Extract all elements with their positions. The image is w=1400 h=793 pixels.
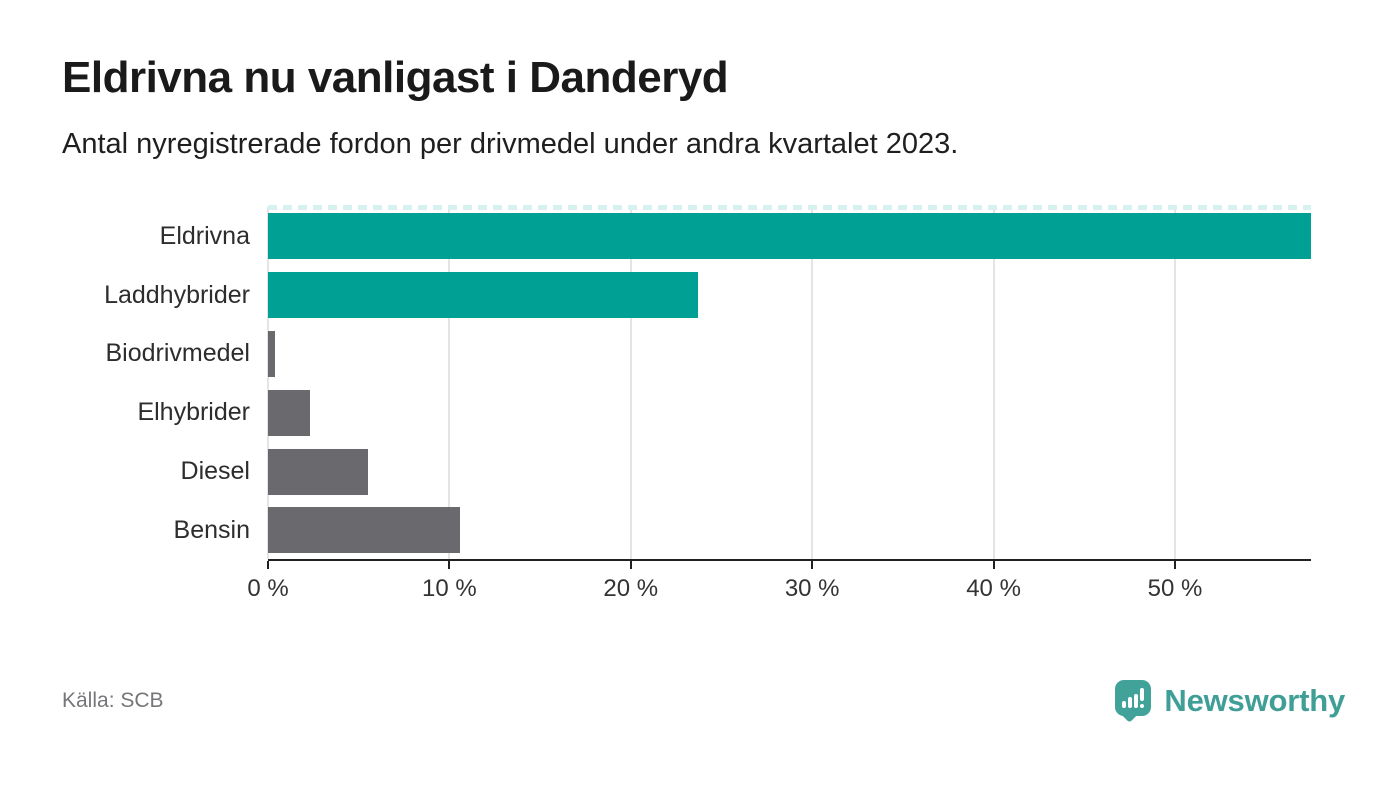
newsworthy-logo-icon	[1115, 680, 1152, 723]
x-tick-mark	[1173, 561, 1176, 570]
logo-exclamation-dot-icon	[1140, 704, 1145, 708]
gridline	[267, 207, 269, 560]
plot-area	[267, 205, 1311, 560]
logo-bar-icon	[1122, 701, 1127, 708]
x-tick-label: 30 %	[784, 575, 840, 603]
category-labels: Eldrivna Laddhybrider Biodrivmedel Elhybrid…	[62, 207, 268, 559]
bar	[268, 213, 1311, 260]
gridline	[629, 207, 632, 560]
category-label: Eldrivna	[159, 221, 250, 250]
gridline	[811, 207, 814, 560]
bar	[268, 507, 461, 554]
bar	[268, 330, 276, 377]
x-tick-mark	[811, 561, 814, 570]
chart-subtitle: Antal nyregistrerade fordon per drivmede…	[62, 127, 959, 160]
x-tick-label: 50 %	[1147, 575, 1203, 603]
clipped-bar-dashed-line	[268, 205, 1311, 211]
newsworthy-wordmark: Newsworthy	[1164, 683, 1345, 718]
infographic: Eldrivna nu vanligast i Danderyd Antal n…	[62, 53, 1345, 723]
page-title: Eldrivna nu vanligast i Danderyd	[62, 53, 729, 102]
logo-bar-icon	[1128, 697, 1133, 708]
source-note: Källa: SCB	[62, 689, 164, 712]
newsworthy-logo: Newsworthy	[1115, 680, 1345, 723]
x-tick-label: 10 %	[422, 575, 477, 603]
category-label: Biodrivmedel	[105, 339, 250, 368]
category-label: Elhybrider	[137, 398, 250, 427]
gridline	[1173, 207, 1176, 560]
logo-exclamation-icon	[1140, 688, 1145, 701]
footer: Källa: SCB Newsworthy	[62, 680, 1345, 723]
category-label: Laddhybrider	[104, 280, 250, 309]
gridline	[448, 207, 451, 560]
bar-chart: Eldrivna Laddhybrider Biodrivmedel Elhybrid…	[62, 205, 1311, 602]
x-tick-mark	[629, 561, 632, 570]
x-tick-mark	[267, 561, 269, 570]
category-label: Diesel	[180, 457, 250, 485]
bar	[268, 272, 698, 319]
x-axis: 0 % 10 % 20 % 30 % 40 % 50 %	[247, 559, 1311, 602]
x-tick-mark	[448, 561, 451, 570]
x-tick-label: 20 %	[603, 575, 659, 603]
gridline	[992, 207, 995, 560]
x-tick-label: 0 %	[247, 575, 289, 603]
bar	[268, 389, 310, 436]
plot-column: 0 % 10 % 20 % 30 % 40 % 50 %	[247, 205, 1311, 602]
x-tick-mark	[992, 561, 995, 570]
x-tick-label: 40 %	[966, 575, 1021, 603]
logo-pin-body	[1115, 680, 1152, 716]
bar	[268, 448, 368, 495]
category-label: Bensin	[173, 515, 250, 544]
logo-bar-icon	[1134, 694, 1139, 708]
